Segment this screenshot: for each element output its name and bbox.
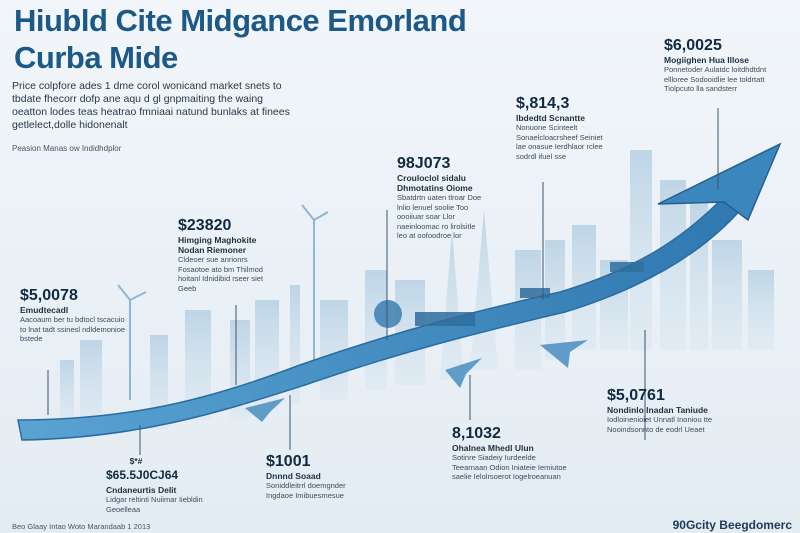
intro-text: Price colpfore ades 1 dme corol wonicand… [12,80,290,131]
annotation-heading: Nondinlo Inadan Taniude [607,405,708,415]
annotation-value: $6,0025 [664,37,722,54]
annotation-6: $5,0761 Nondinlo Inadan Taniude Iodloine… [607,386,717,434]
footer-brand: 90Gcity Beegdomerc [672,518,792,532]
annotation-body: Ponnetoder Aulatdc loitdhdtdnt ellloree … [664,65,767,93]
source-note: Peasion Manas ow Indidhdplor [12,144,122,153]
annotation-body: Nonuone Scinteelt Sonaelcloacrsheef Sein… [516,123,603,161]
annotation-heading: Ibdedtd Scnantte [516,113,585,123]
annotation-heading: Crouloclol sidalu Dhmotatins Oiome [397,173,473,193]
annotation-body: Soniddleitrrl doemgnder Ingdaoe Imibuesm… [266,481,346,500]
annotation-2: $23820 Himging Maghokite Nodan Riemoner … [178,216,278,293]
annotation-4: $,814,3 Ibdedtd Scnantte Nonuone Scintee… [516,94,611,161]
annotation-body: Lidgar reltinti Nuiimar Iiebldin Geoelle… [106,495,203,514]
annotation-heading: Emudtecadl [20,305,69,315]
annotation-value: 8,1032 [452,425,501,442]
wind-turbine-icon [117,204,329,400]
title-line-1: Hiubld Cite Midgance Emorland [14,3,467,38]
annotation-heading: Ohalnea Mhedl Ulun [452,443,534,453]
annotation-value: 98J073 [397,155,451,172]
annotation-1: $5,0078 Emudtecadl Aacoaum ber tu bdtocl… [20,286,130,344]
leader-lines [47,108,719,455]
annotation-heading: Dnnnd Soaad [266,471,321,481]
annotation-9: $*# $65.5J0CJ64 Cndaneurtis Delit Lidgar… [106,456,216,514]
annotation-body: Sotinre Siadeiy Iurdeelde Teearnaan Odio… [452,453,567,481]
title-line-2: Curba Mide [14,40,178,75]
plane-icon [245,340,588,422]
annotation-body: Iodloinenioiet Unnatl Inoniou tte Nooind… [607,415,713,434]
annotation-8: $1001 Dnnnd Soaad Soniddleitrrl doemgnde… [266,452,366,500]
arrow-head [657,142,782,222]
annotation-tag: $*# [129,456,143,466]
page-title: Hiubld Cite Midgance Emorland Curba Mide [14,2,467,76]
annotation-body: Sbatdrtn uaten tlroar Doe lnlio lenuel s… [397,193,482,240]
annotation-heading: Cndaneurtis Delit [106,485,177,495]
annotation-3: 98J073 Crouloclol sidalu Dhmotatins Oiom… [397,154,487,241]
city-miniatures [374,262,644,328]
annotation-value: $23820 [178,217,232,234]
annotation-heading: Himging Maghokite Nodan Riemoner [178,235,257,255]
annotation-body: Aacoaum ber tu bdtocl tscacuio to lnat t… [20,315,126,343]
annotation-5: $6,0025 Mogiighen Hua Illose Ponnetoder … [664,36,774,94]
annotation-7: 8,1032 Ohalnea Mhedl Ulun Sotinre Siadei… [452,424,567,482]
annotation-value: $,814,3 [516,95,570,112]
annotation-value: $5,0761 [607,387,665,404]
annotation-body: Cldeoer sue anrionrs Fosaotoe ato bm Thi… [178,255,264,293]
footer-credit: Beo Glaay Intao Woto Marandaab 1 2013 [12,522,151,531]
annotation-heading: Mogiighen Hua Illose [664,55,750,65]
annotation-value: $1001 [266,453,311,470]
annotation-value: $5,0078 [20,287,78,304]
annotation-value: $65.5J0CJ64 [106,468,179,482]
